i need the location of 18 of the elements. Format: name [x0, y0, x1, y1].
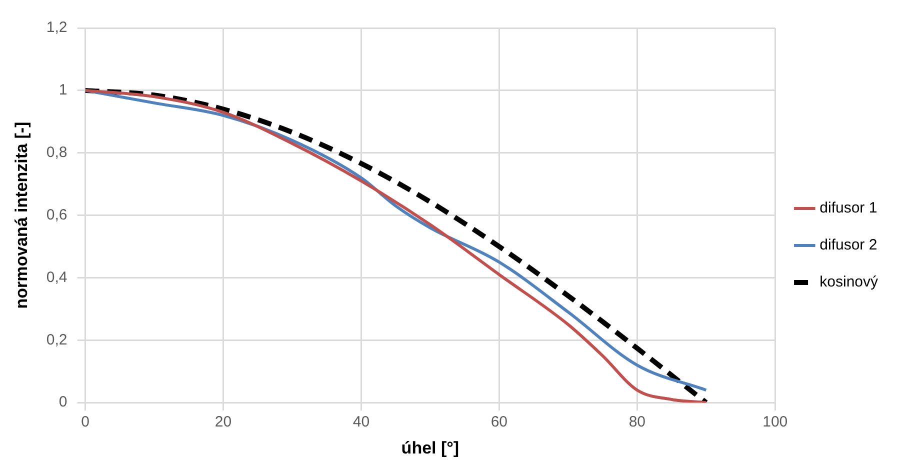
y-tick-label: 0,4 [46, 268, 68, 286]
y-tick-label: 1 [58, 82, 68, 99]
y-tick-label: 0 [58, 394, 68, 411]
legend-label: difusor 1 [820, 200, 878, 217]
x-tick-label: 20 [214, 414, 232, 431]
x-axis-title: úhel [°] [401, 438, 460, 458]
y-tick-label: 0,2 [46, 331, 68, 348]
legend-label: kosinový [820, 274, 878, 291]
x-tick-label: 0 [81, 414, 90, 431]
x-tick-label: 80 [628, 414, 646, 431]
y-tick-label: 1,2 [46, 19, 68, 36]
y-tick-label: 0,8 [46, 144, 68, 162]
y-axis-title: normovaná intenzita [-] [12, 122, 31, 309]
legend-label: difusor 2 [820, 236, 878, 254]
x-tick-label: 100 [762, 414, 788, 431]
x-tick-label: 40 [352, 414, 370, 431]
y-tick-label: 0,6 [46, 206, 68, 224]
x-tick-label: 60 [490, 414, 508, 431]
